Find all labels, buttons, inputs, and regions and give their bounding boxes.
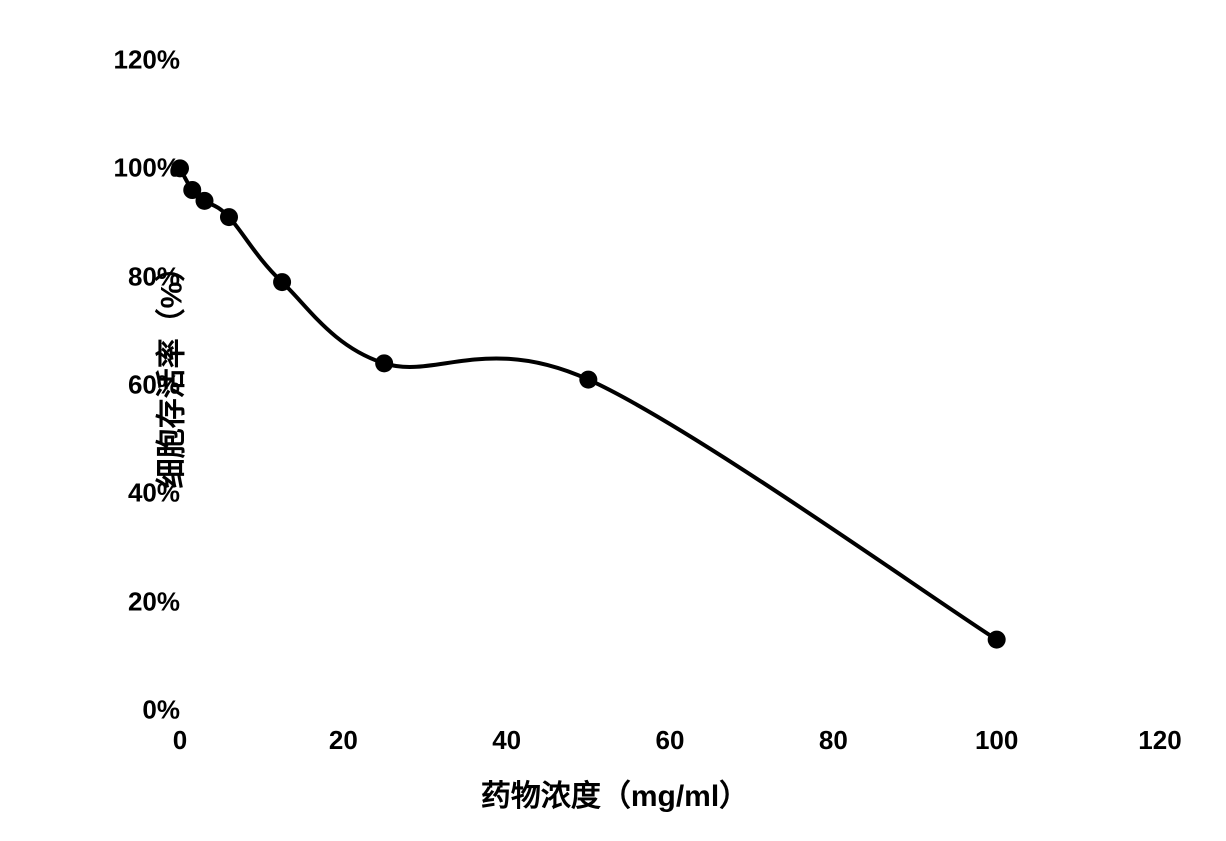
data-marker: [375, 354, 393, 372]
data-marker: [220, 208, 238, 226]
data-marker: [196, 192, 214, 210]
x-tick-label: 100: [975, 725, 1018, 756]
x-tick-label: 0: [173, 725, 187, 756]
x-axis-label: 药物浓度（mg/ml）: [481, 771, 749, 815]
data-line: [180, 168, 997, 639]
x-tick-label: 80: [819, 725, 848, 756]
data-marker: [988, 631, 1006, 649]
x-tick-label: 60: [656, 725, 685, 756]
y-tick-label: 40%: [128, 478, 180, 509]
y-tick-label: 20%: [128, 586, 180, 617]
x-tick-label: 120: [1138, 725, 1181, 756]
plot-area: [180, 60, 1160, 710]
y-tick-label: 120%: [114, 45, 181, 76]
line-chart-svg: [180, 60, 1160, 710]
data-marker: [273, 273, 291, 291]
x-tick-label: 20: [329, 725, 358, 756]
y-tick-label: 80%: [128, 261, 180, 292]
y-tick-label: 60%: [128, 370, 180, 401]
y-tick-label: 0%: [142, 695, 180, 726]
y-tick-label: 100%: [114, 153, 181, 184]
chart-container: 细胞存活率（%） 0%20%40%60%80%100%120% 02040608…: [50, 20, 1180, 820]
data-marker: [579, 371, 597, 389]
x-tick-label: 40: [492, 725, 521, 756]
